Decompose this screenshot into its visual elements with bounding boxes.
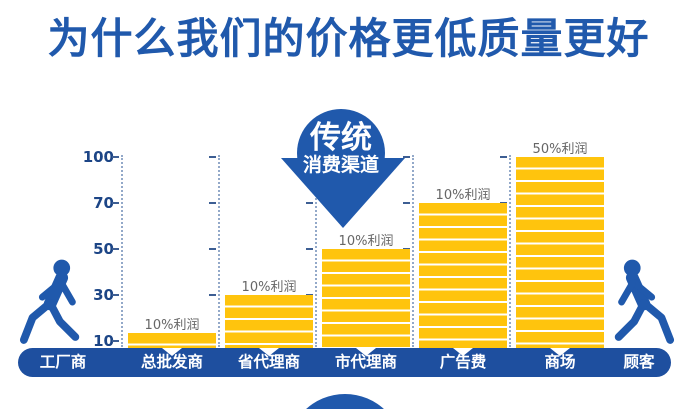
ruler-tick xyxy=(112,294,119,296)
ruler-tick xyxy=(306,248,313,250)
ruler-tick xyxy=(403,202,410,204)
y-axis-tick-label: 70 xyxy=(93,194,114,212)
notch-icon xyxy=(550,348,570,356)
y-axis-tick-label: 30 xyxy=(93,286,114,304)
dotted-ruler xyxy=(509,155,511,347)
bar-商场 xyxy=(516,157,604,348)
ruler-tick xyxy=(306,202,313,204)
page-title: 为什么我们的价格更低质量更好 xyxy=(47,14,650,63)
ruler-tick xyxy=(500,156,507,158)
channel-label: 市代理商 xyxy=(334,353,398,371)
walking-person-left-icon xyxy=(18,258,88,348)
ruler-tick xyxy=(209,248,216,250)
bar-市代理商 xyxy=(322,249,410,348)
y-axis-tick-label: 100 xyxy=(82,148,114,166)
bar-广告费 xyxy=(419,203,507,348)
channel-label: 广告费 xyxy=(439,353,487,371)
bar-profit-label: 10%利润 xyxy=(144,318,200,333)
bar-profit-label: 50%利润 xyxy=(532,142,588,157)
notch-icon xyxy=(162,348,182,356)
y-axis-tick-label: 10 xyxy=(93,332,114,350)
channel-label: 工厂商 xyxy=(39,353,87,371)
dotted-ruler xyxy=(218,155,220,347)
notch-icon xyxy=(356,348,376,356)
channel-label: 省代理商 xyxy=(237,353,301,371)
ruler-tick xyxy=(403,156,410,158)
ruler-tick xyxy=(112,248,119,250)
notch-icon xyxy=(259,348,279,356)
bar-profit-label: 10%利润 xyxy=(338,234,394,249)
ruler-tick xyxy=(209,294,216,296)
bar-profit-label: 10%利润 xyxy=(435,188,491,203)
dotted-ruler xyxy=(412,155,414,347)
ruler-tick xyxy=(112,156,119,158)
bar-总批发商 xyxy=(128,333,216,348)
channel-label: 商场 xyxy=(544,353,576,371)
ruler-tick xyxy=(209,156,216,158)
badge-subtitle: 消费渠道 xyxy=(302,154,379,176)
next-badge-arc xyxy=(287,394,403,409)
walking-person-right-icon xyxy=(606,258,676,348)
dotted-ruler xyxy=(315,155,317,347)
bar-省代理商 xyxy=(225,295,313,348)
ruler-tick xyxy=(112,340,119,342)
channel-label: 顾客 xyxy=(623,353,655,371)
badge-title: 传统 xyxy=(310,120,372,156)
ruler-tick xyxy=(112,202,119,204)
y-axis-tick-label: 50 xyxy=(93,240,114,258)
notch-icon xyxy=(453,348,473,356)
ruler-tick xyxy=(209,202,216,204)
bar-profit-label: 10%利润 xyxy=(241,280,297,295)
dotted-ruler xyxy=(121,155,123,347)
channel-label: 总批发商 xyxy=(140,353,204,371)
